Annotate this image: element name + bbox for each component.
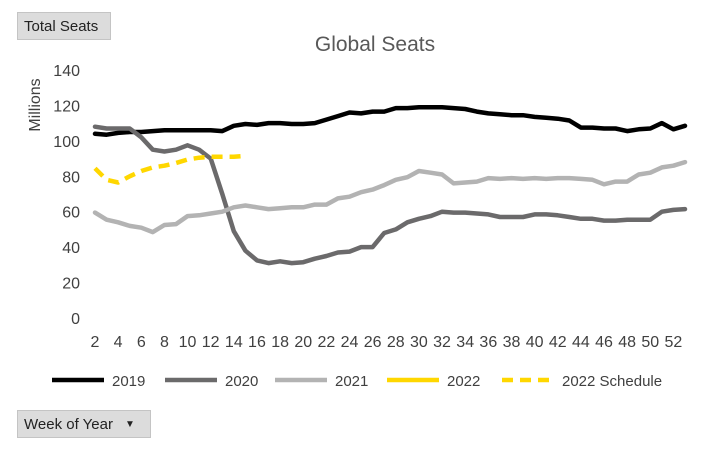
x-tick-label: 52 bbox=[665, 334, 683, 351]
legend-label-2021: 2021 bbox=[335, 373, 368, 390]
x-tick-label: 40 bbox=[526, 334, 544, 351]
y-tick-label: 40 bbox=[62, 240, 80, 257]
x-tick-label: 24 bbox=[341, 334, 359, 351]
x-tick-label: 38 bbox=[503, 334, 521, 351]
x-tick-label: 36 bbox=[479, 334, 497, 351]
x-tick-label: 12 bbox=[202, 334, 220, 351]
y-tick-label: 0 bbox=[71, 311, 80, 328]
series-line-2021 bbox=[92, 159, 688, 235]
y-tick-label: 60 bbox=[62, 205, 80, 222]
x-tick-label: 16 bbox=[248, 334, 266, 351]
series-line-2019 bbox=[92, 104, 688, 137]
x-tick-label: 50 bbox=[641, 334, 659, 351]
x-tick-label: 30 bbox=[410, 334, 428, 351]
x-tick-label: 2 bbox=[91, 334, 100, 351]
y-tick-label: 20 bbox=[62, 276, 80, 293]
legend-label-2022: 2022 bbox=[447, 373, 480, 390]
week-of-year-label: Week of Year bbox=[24, 415, 113, 433]
x-tick-label: 26 bbox=[364, 334, 382, 351]
y-axis-label: Millions bbox=[27, 78, 44, 131]
y-tick-label: 80 bbox=[62, 169, 80, 186]
chart-title: Global Seats bbox=[315, 33, 435, 56]
x-tick-label: 18 bbox=[271, 334, 289, 351]
x-tick-label: 22 bbox=[317, 334, 335, 351]
x-tick-label: 4 bbox=[114, 334, 123, 351]
x-tick-label: 14 bbox=[225, 334, 243, 351]
series-line-2020 bbox=[92, 124, 688, 266]
y-tick-label: 120 bbox=[53, 98, 80, 115]
total-seats-label: Total Seats bbox=[24, 17, 99, 35]
x-tick-label: 32 bbox=[433, 334, 451, 351]
x-tick-label: 48 bbox=[618, 334, 636, 351]
x-tick-label: 44 bbox=[572, 334, 590, 351]
x-tick-label: 10 bbox=[179, 334, 197, 351]
x-tick-label: 42 bbox=[549, 334, 567, 351]
x-tick-label: 6 bbox=[137, 334, 146, 351]
x-tick-label: 46 bbox=[595, 334, 613, 351]
x-tick-label: 8 bbox=[160, 334, 169, 351]
x-tick-label: 28 bbox=[387, 334, 405, 351]
total-seats-button[interactable]: Total Seats bbox=[17, 12, 111, 40]
week-of-year-filter[interactable]: Week of Year ▼ bbox=[17, 410, 151, 438]
legend-label-2019: 2019 bbox=[112, 373, 145, 390]
legend-label-2022-schedule: 2022 Schedule bbox=[562, 373, 662, 390]
x-tick-label: 20 bbox=[294, 334, 312, 351]
y-tick-label: 140 bbox=[53, 63, 80, 80]
legend-label-2020: 2020 bbox=[225, 373, 258, 390]
series-line-2022-schedule bbox=[93, 153, 246, 185]
y-tick-label: 100 bbox=[53, 134, 80, 151]
x-tick-label: 34 bbox=[456, 334, 474, 351]
dropdown-arrow-icon[interactable]: ▼ bbox=[124, 418, 135, 430]
